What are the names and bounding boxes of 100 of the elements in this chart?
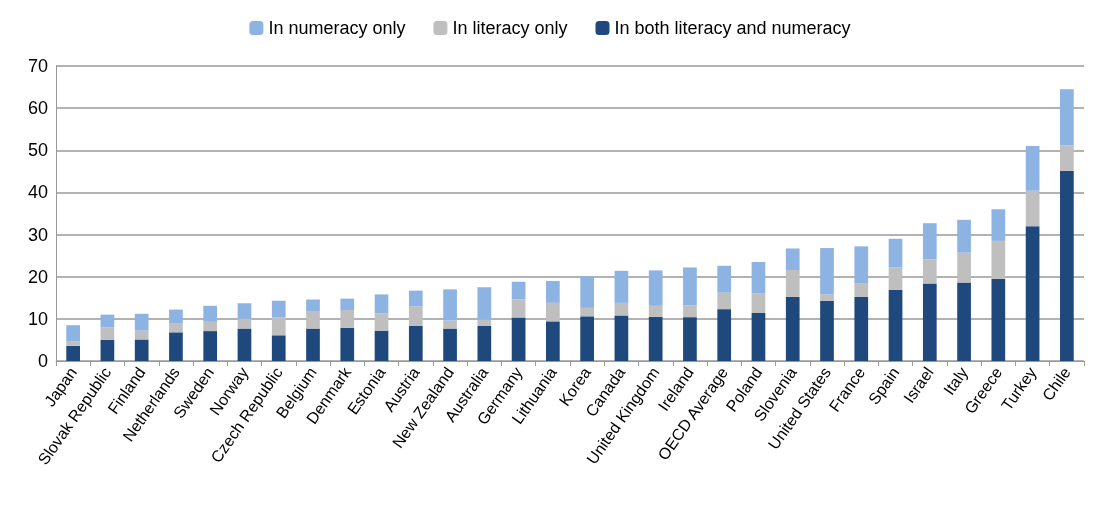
bar [408, 326, 423, 361]
y-tick-label: 70 [27, 56, 48, 76]
bar [854, 283, 869, 297]
bar [511, 299, 526, 318]
bar [511, 317, 526, 361]
bar [169, 332, 183, 361]
bar [546, 302, 560, 322]
bar [957, 219, 971, 253]
bar [614, 315, 629, 361]
bar [546, 280, 560, 303]
bar [100, 327, 115, 340]
bar [169, 323, 183, 333]
bar [408, 290, 423, 307]
bar [751, 261, 766, 294]
bar [374, 313, 389, 331]
y-tick-label: 40 [27, 182, 48, 203]
bar [100, 339, 115, 361]
bar [648, 305, 663, 317]
bar [1060, 145, 1074, 171]
bar [1025, 190, 1040, 227]
bar [922, 223, 937, 260]
bar [785, 269, 800, 297]
bar [580, 316, 594, 361]
bar [408, 306, 423, 327]
bar [306, 328, 320, 361]
bar [340, 310, 355, 328]
bar [957, 252, 971, 283]
bar [66, 325, 80, 342]
bar [134, 313, 149, 331]
bar [957, 282, 971, 361]
bar [66, 341, 80, 346]
bar [374, 294, 389, 314]
bar [271, 300, 286, 318]
bar [203, 305, 218, 322]
y-tick-label: 20 [27, 266, 48, 287]
bar [203, 331, 218, 361]
bar [717, 265, 732, 293]
bar [854, 296, 869, 361]
bar [169, 309, 183, 324]
bar [614, 302, 629, 316]
bar [683, 317, 697, 361]
bar [443, 289, 457, 321]
bar [134, 339, 149, 361]
bar [271, 335, 286, 361]
bar [991, 240, 1006, 279]
bar [237, 328, 252, 361]
y-tick-label: 50 [27, 140, 48, 161]
y-tick-label: 10 [27, 308, 48, 329]
bar [66, 345, 80, 361]
bar [134, 330, 149, 340]
bar [888, 267, 903, 290]
bar [683, 267, 697, 306]
bar [203, 321, 218, 332]
bar [614, 270, 629, 303]
y-tick-label: 30 [27, 224, 48, 245]
bar [991, 278, 1006, 361]
bar [271, 317, 286, 336]
bar [374, 330, 389, 361]
legend-label: In numeracy only [268, 18, 406, 38]
bar [546, 321, 560, 361]
y-tick-label: 60 [27, 98, 48, 119]
bar [1060, 89, 1074, 146]
bar [443, 320, 457, 329]
bar [751, 312, 766, 361]
bar [820, 300, 834, 361]
bar [237, 303, 252, 319]
bar [648, 270, 663, 306]
bar [991, 209, 1006, 241]
bar [306, 311, 320, 329]
bar [785, 296, 800, 361]
bar [717, 292, 732, 310]
bar [580, 307, 594, 317]
bar [888, 238, 903, 268]
bar [683, 305, 697, 318]
bar [922, 283, 937, 361]
bar [477, 319, 492, 327]
bar [580, 276, 594, 308]
bar [340, 298, 355, 311]
bar [820, 248, 834, 295]
legend-label: In both literacy and numeracy [614, 18, 851, 38]
bar [511, 281, 526, 300]
bar [820, 294, 834, 301]
bar [854, 246, 869, 284]
bar [477, 326, 492, 361]
bar [340, 327, 355, 361]
y-tick-label: 0 [37, 351, 48, 371]
legend-label: In literacy only [452, 18, 568, 38]
bar [1025, 146, 1040, 191]
bar [922, 259, 937, 284]
bar [306, 299, 320, 312]
bar [100, 314, 115, 328]
bar [237, 318, 252, 329]
bar [443, 328, 457, 361]
bar [785, 248, 800, 270]
bar [477, 287, 492, 320]
bar [717, 309, 732, 361]
bar [888, 289, 903, 361]
bar [648, 316, 663, 361]
bar [1025, 226, 1040, 361]
bar [751, 293, 766, 313]
